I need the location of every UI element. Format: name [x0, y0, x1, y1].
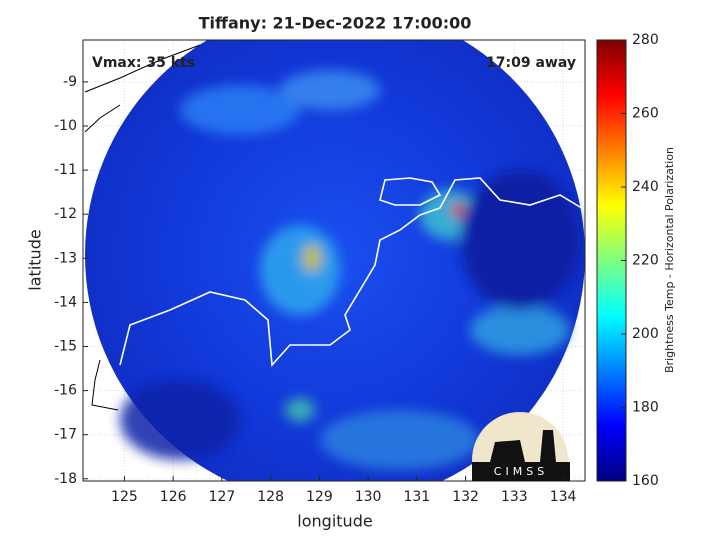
x-axis-label: longitude [297, 512, 372, 531]
x-tick-label: 132 [452, 489, 479, 505]
y-tick-label: -11 [54, 162, 77, 178]
colorbar-tick-label: 160 [632, 473, 659, 489]
y-tick-label: -9 [63, 74, 77, 90]
x-tick-label: 134 [550, 489, 577, 505]
y-axis-label: latitude [26, 229, 45, 290]
logo: CIMSS [472, 412, 570, 481]
swath [84, 40, 585, 481]
colorbar-tick-label: 280 [632, 32, 659, 48]
colorbar-tick-label: 240 [632, 179, 659, 195]
y-tick-label: -16 [54, 383, 77, 399]
chart-title: Tiffany: 21-Dec-2022 17:00:00 [199, 14, 472, 33]
x-tick-label: 125 [111, 489, 138, 505]
annotation: 17:09 away [486, 55, 576, 71]
y-tick-label: -15 [54, 338, 77, 354]
colorbar-label: Brightness Temp - Horizontal Polarizatio… [663, 147, 676, 373]
y-tick-label: -12 [54, 206, 77, 222]
x-tick-label: 130 [355, 489, 382, 505]
x-tick-label: 128 [257, 489, 284, 505]
annotation: Vmax: 35 kts [92, 55, 195, 71]
x-tick-label: 127 [209, 489, 236, 505]
colorbar-tick-label: 260 [632, 106, 659, 122]
colorbar-tick-label: 180 [632, 400, 659, 416]
y-tick-label: -17 [54, 427, 77, 443]
colorbar-tick-label: 200 [632, 326, 659, 342]
x-tick-label: 133 [501, 489, 528, 505]
x-tick-label: 126 [160, 489, 187, 505]
colorbar-tick-label: 220 [632, 253, 659, 269]
y-tick-label: -14 [54, 294, 77, 310]
y-tick-label: -18 [54, 471, 77, 487]
x-tick-label: 129 [306, 489, 333, 505]
y-tick-label: -10 [54, 118, 77, 134]
logo-text: CIMSS [494, 465, 548, 478]
x-tick-label: 131 [403, 489, 430, 505]
plot-frame [82, 39, 586, 482]
y-tick-label: -13 [54, 250, 77, 266]
